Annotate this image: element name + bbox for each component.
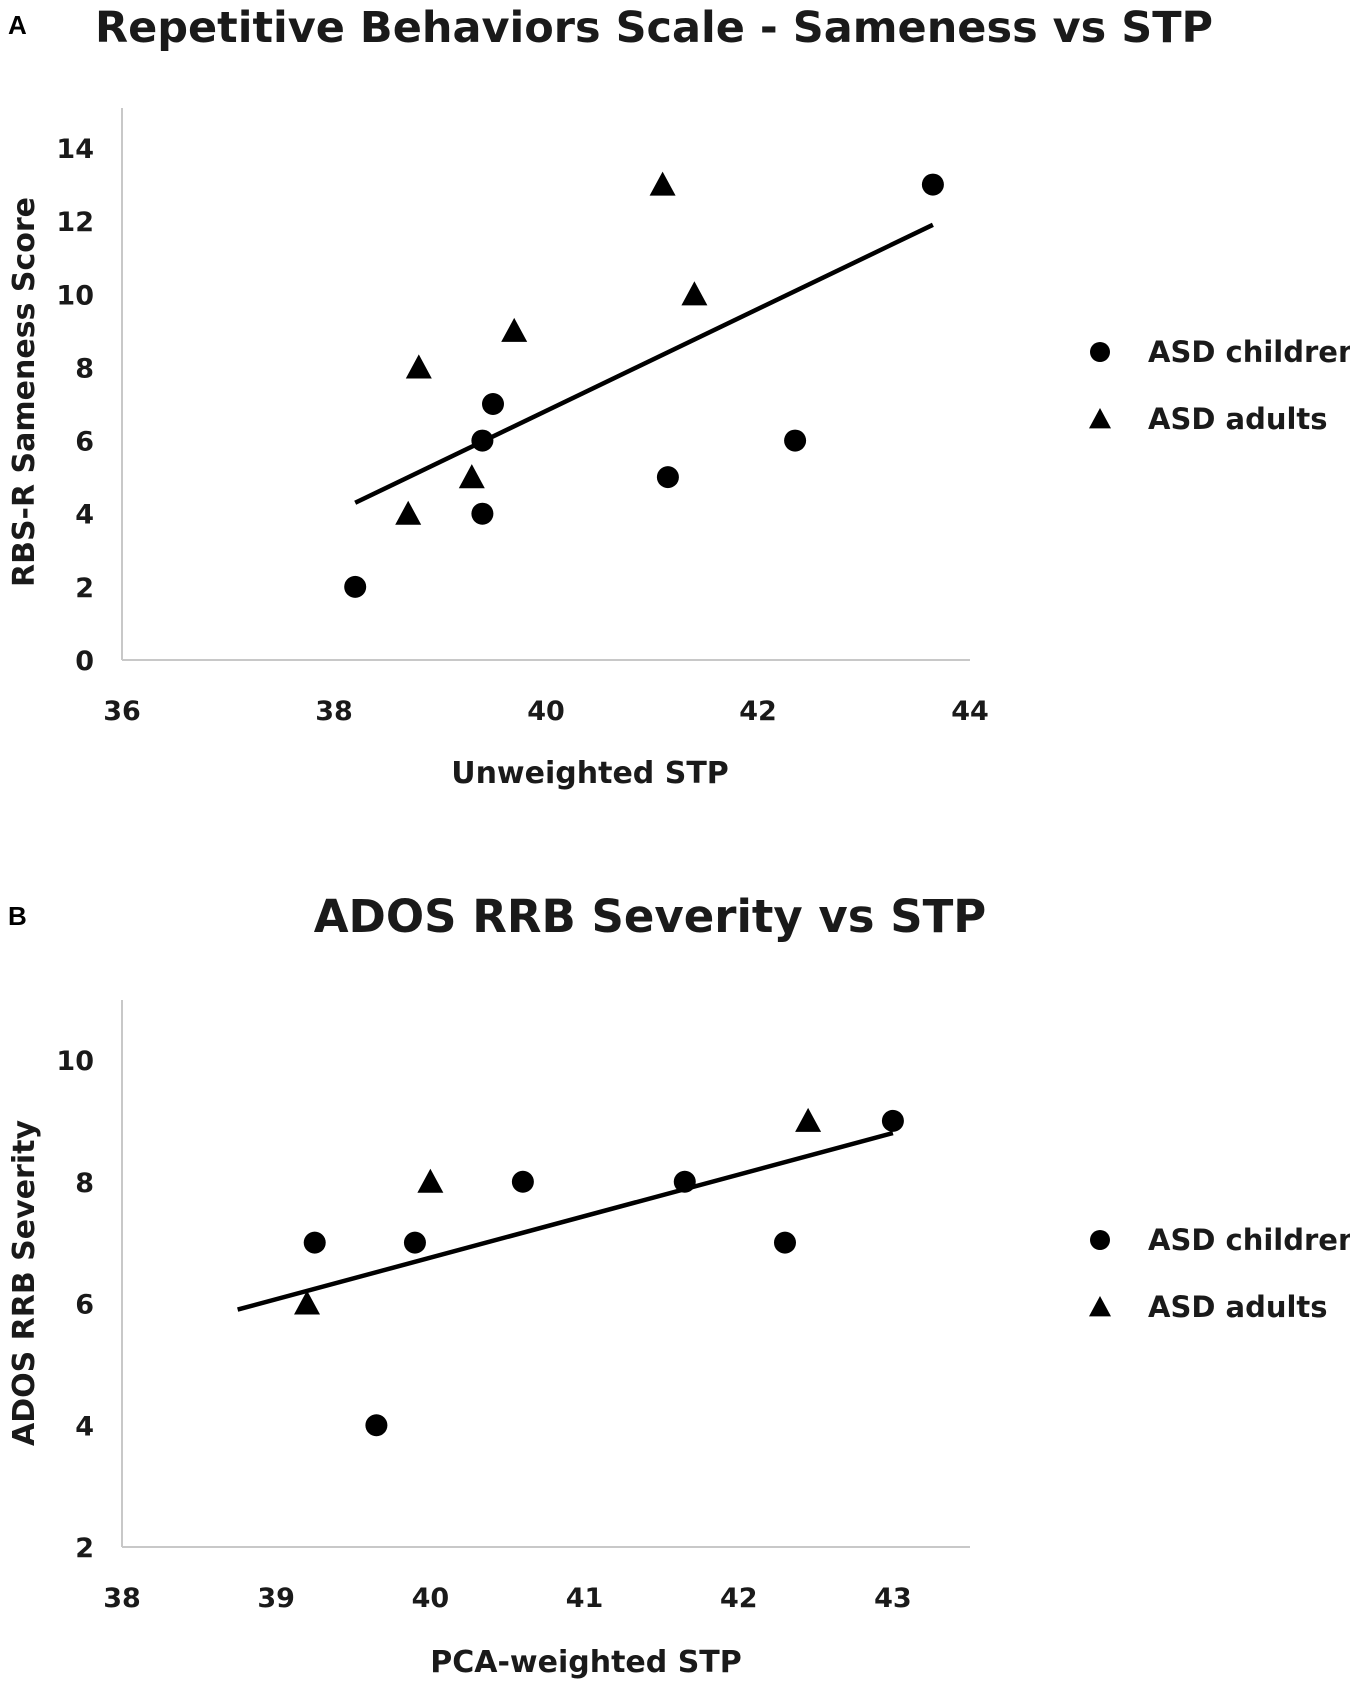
y-tick-label: 8 (75, 1168, 94, 1199)
chart-b-plot: 38 39 40 41 42 43 2 4 6 8 10 ASD children ASD adults (56, 1000, 1350, 1614)
legend-triangle-marker (1089, 1296, 1111, 1317)
child-point (365, 1414, 388, 1437)
y-tick-label: 4 (75, 1411, 94, 1442)
y-tick-label: 10 (56, 280, 94, 311)
child-point (773, 1231, 796, 1254)
child-point (673, 1170, 696, 1193)
adult-point (417, 1168, 444, 1193)
x-tick-label: 39 (257, 1583, 295, 1614)
y-tick-label: 14 (56, 134, 94, 165)
x-tick-label: 40 (527, 696, 565, 727)
child-point (482, 393, 504, 415)
chart-a-ylabel: RBS-R Sameness Score (7, 197, 42, 587)
legend-label: ASD adults (1148, 1290, 1328, 1324)
x-tick-label: 42 (720, 1583, 758, 1614)
child-point (784, 429, 807, 452)
y-tick-label: 12 (56, 207, 94, 238)
legend-label: ASD children (1148, 1223, 1350, 1257)
x-tick-label: 41 (566, 1583, 604, 1614)
x-tick-label: 40 (412, 1583, 450, 1614)
x-tick-label: 36 (103, 696, 141, 727)
child-point (881, 1109, 904, 1132)
adult-point (395, 500, 422, 525)
y-tick-label: 0 (75, 646, 94, 677)
adult-point (458, 464, 485, 489)
x-tick-label: 38 (103, 1583, 141, 1614)
chart-b-xlabel: PCA-weighted STP (430, 1645, 742, 1680)
legend-circle-marker (1090, 1230, 1110, 1250)
adult-point (294, 1290, 321, 1315)
child-point (921, 173, 944, 196)
y-tick-label: 4 (75, 500, 94, 531)
legend-circle-marker (1090, 342, 1110, 362)
x-tick-label: 44 (951, 696, 989, 727)
adult-point (405, 354, 432, 379)
chart-b-title: ADOS RRB Severity vs STP (314, 890, 987, 943)
chart-a-xlabel: Unweighted STP (451, 756, 729, 791)
legend: ASD children ASD adults (1089, 335, 1350, 436)
chart-a-plot: 36 38 40 42 44 0 2 4 6 8 10 12 14 ASD children ASD adu… (56, 108, 1350, 727)
child-point (403, 1231, 426, 1254)
legend-label: ASD adults (1148, 402, 1328, 436)
x-tick-label: 42 (739, 696, 777, 727)
y-tick-label: 2 (75, 1533, 94, 1564)
legend-label: ASD children (1148, 335, 1350, 369)
y-tick-label: 10 (56, 1046, 94, 1077)
trendline (237, 1130, 894, 1312)
chart-b-ylabel: ADOS RRB Severity (7, 1120, 42, 1446)
y-tick-label: 6 (75, 427, 94, 458)
panel-b-letter: B (8, 901, 27, 931)
y-tick-label: 6 (75, 1290, 94, 1321)
adult-point (501, 317, 528, 342)
x-tick-label: 38 (315, 696, 353, 727)
child-point (511, 1170, 534, 1193)
child-point (303, 1231, 326, 1254)
legend-triangle-marker (1089, 408, 1111, 429)
child-point (471, 502, 494, 525)
chart-a-title: Repetitive Behaviors Scale - Sameness vs… (95, 3, 1213, 53)
child-point (471, 429, 494, 452)
child-point (344, 575, 367, 598)
y-tick-label: 2 (75, 573, 94, 604)
trendline (354, 222, 934, 505)
panel-a-letter: A (8, 10, 27, 40)
adult-point (681, 281, 708, 306)
legend: ASD children ASD adults (1089, 1223, 1350, 1324)
x-tick-label: 43 (874, 1583, 912, 1614)
adult-point (649, 171, 676, 196)
child-point (656, 466, 679, 489)
adult-point (795, 1107, 822, 1132)
y-tick-label: 8 (75, 353, 94, 384)
